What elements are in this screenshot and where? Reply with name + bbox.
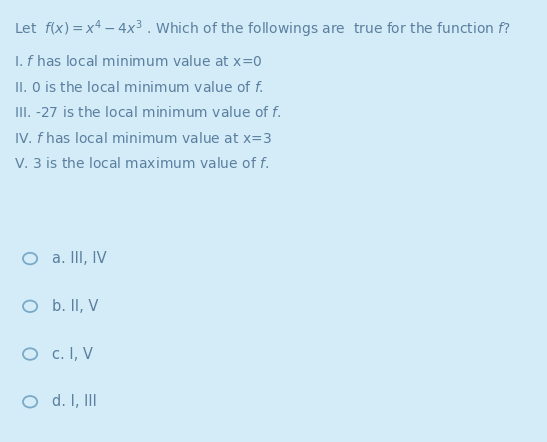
- Text: a. III, IV: a. III, IV: [52, 251, 107, 266]
- Text: Let  $f(x) = x^4 - 4x^3$ . Which of the followings are  true for the function $f: Let $f(x) = x^4 - 4x^3$ . Which of the f…: [14, 19, 511, 40]
- Text: V. 3 is the local maximum value of $f$.: V. 3 is the local maximum value of $f$.: [14, 156, 269, 171]
- Text: II. 0 is the local minimum value of $f$.: II. 0 is the local minimum value of $f$.: [14, 80, 264, 95]
- Text: IV. $f$ has local minimum value at x=3: IV. $f$ has local minimum value at x=3: [14, 131, 271, 146]
- Text: III. -27 is the local minimum value of $f$.: III. -27 is the local minimum value of $…: [14, 105, 281, 120]
- Text: b. II, V: b. II, V: [52, 299, 98, 314]
- Text: c. I, V: c. I, V: [52, 347, 93, 362]
- Text: I. $f$ has local minimum value at x=0: I. $f$ has local minimum value at x=0: [14, 54, 262, 69]
- Text: d. I, III: d. I, III: [52, 394, 97, 409]
